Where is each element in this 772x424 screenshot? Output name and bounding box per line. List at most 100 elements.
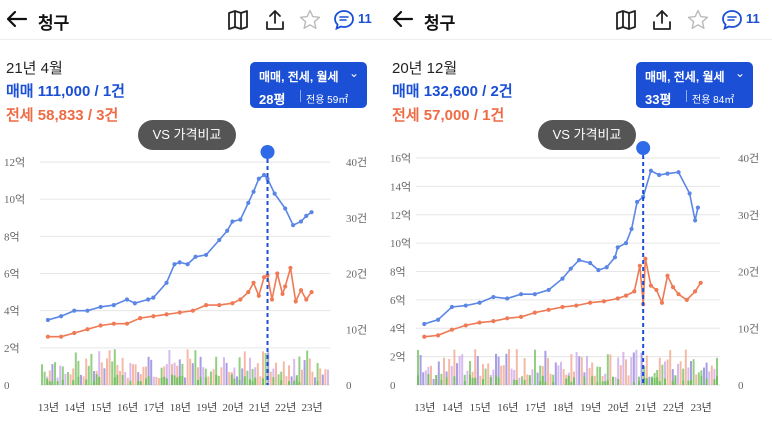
volume-bar — [463, 381, 466, 385]
volume-bar — [181, 376, 184, 385]
volume-bar — [638, 376, 640, 385]
back-arrow-icon[interactable] — [390, 6, 416, 32]
volume-bar — [440, 373, 443, 385]
price-chart[interactable]: 0 2억 4억 6억 8억 10억 12억 14억 16억 0 10건 20건 30건 40건 13년 14년… — [386, 140, 772, 420]
volume-bar — [129, 362, 132, 385]
jeonse-price-summary: 전세 58,833 / 3건 — [6, 107, 119, 124]
volume-bar — [46, 378, 49, 385]
volume-bar — [290, 376, 293, 385]
volume-bar — [710, 365, 713, 385]
volume-bar — [147, 376, 150, 385]
volume-bar — [625, 359, 627, 385]
volume-bar — [539, 381, 542, 385]
volume-bar — [713, 368, 716, 385]
vs-compare-button[interactable]: VS 가격비교 — [538, 120, 636, 150]
chat-icon[interactable] — [332, 8, 356, 32]
jeonse-point — [463, 323, 468, 328]
volume-bar — [204, 368, 207, 385]
top-bar: 청구 11 — [386, 0, 772, 40]
jeonse-point — [138, 316, 143, 321]
jeonse-point — [698, 280, 703, 285]
jeonse-point — [251, 280, 256, 285]
volume-bar — [601, 381, 604, 385]
volume-bar — [93, 371, 95, 385]
volume-bar — [643, 366, 646, 385]
sale-point — [256, 176, 261, 181]
jeonse-point — [532, 310, 537, 315]
volume-bar — [583, 376, 586, 385]
volume-bar — [580, 357, 583, 385]
volume-bar — [500, 365, 503, 385]
sale-point — [283, 206, 288, 211]
y-right-tick-label: 10건 — [738, 322, 759, 335]
trade-type-label: 매매, 전세, 월세 — [259, 70, 339, 84]
volume-bar — [671, 380, 674, 385]
jeonse-point — [518, 314, 524, 319]
jeonse-point — [654, 287, 659, 293]
y-left-tick-label: 2억 — [390, 351, 406, 364]
sale-point — [261, 172, 267, 178]
jeonse-point — [85, 327, 90, 332]
price-chart[interactable]: 0 2억 4억 6억 8억 10억 12억 0 10건 20건 30건 40건 13년 14년 15년 16년… — [0, 140, 386, 420]
jeonse-point — [164, 312, 169, 317]
jeonse-point — [436, 333, 441, 338]
share-icon[interactable] — [650, 8, 674, 32]
sale-point — [422, 321, 427, 327]
volume-bar — [282, 361, 285, 385]
sale-point — [225, 228, 230, 233]
volume-bar — [72, 368, 75, 385]
map-icon[interactable] — [226, 8, 250, 32]
jeonse-point — [190, 308, 196, 313]
filter-selector[interactable]: 매매, 전세, 월세 ⌄ 33평 전용 84㎡ — [636, 62, 753, 108]
sale-point — [560, 276, 565, 281]
volume-bar — [541, 375, 544, 385]
volume-bar — [596, 366, 599, 385]
x-tick-label: 19년 — [580, 401, 601, 414]
volume-bar — [552, 374, 555, 385]
volume-bar — [204, 377, 207, 385]
volume-bar — [619, 365, 622, 385]
filter-selector[interactable]: 매매, 전세, 월세 ⌄ 28평 전용 59㎡ — [250, 62, 367, 108]
volume-bar — [93, 380, 95, 385]
volume-bar — [697, 372, 700, 385]
volume-bar — [497, 377, 500, 385]
star-icon[interactable] — [298, 8, 322, 32]
volume-bar — [134, 364, 137, 385]
map-icon[interactable] — [614, 8, 638, 32]
volume-bar — [243, 376, 246, 385]
jeonse-point — [151, 314, 156, 319]
star-icon[interactable] — [686, 8, 710, 32]
volume-bar — [554, 362, 557, 385]
sale-point — [629, 226, 634, 232]
jeonse-point — [309, 289, 314, 295]
volume-bar — [199, 356, 202, 385]
x-tick-label: 19년 — [196, 401, 217, 414]
volume-bar — [505, 353, 508, 385]
volume-bar — [437, 361, 440, 385]
volume-bar — [606, 354, 609, 385]
chat-icon[interactable] — [720, 8, 744, 32]
sale-point — [676, 170, 681, 175]
volume-bar — [168, 349, 171, 385]
volume-bar — [497, 356, 500, 385]
volume-bar — [645, 355, 648, 385]
page-title: 청구 — [424, 14, 456, 33]
vs-compare-button[interactable]: VS 가격비교 — [138, 120, 236, 150]
volume-bar — [184, 377, 186, 385]
sale-point — [145, 297, 151, 302]
volume-bar — [430, 365, 432, 385]
volume-bar — [275, 362, 277, 385]
sale-point — [505, 296, 510, 301]
volume-bar — [95, 374, 98, 385]
volume-bar — [484, 368, 487, 385]
volume-bar — [575, 352, 578, 385]
volume-bar — [531, 369, 534, 385]
volume-bar — [690, 361, 692, 385]
back-arrow-icon[interactable] — [4, 6, 30, 32]
volume-bar — [684, 349, 687, 385]
volume-bar — [567, 375, 570, 385]
sale-point — [641, 194, 646, 199]
volume-bar — [233, 378, 236, 385]
share-icon[interactable] — [263, 8, 287, 32]
volume-bar — [705, 378, 708, 385]
